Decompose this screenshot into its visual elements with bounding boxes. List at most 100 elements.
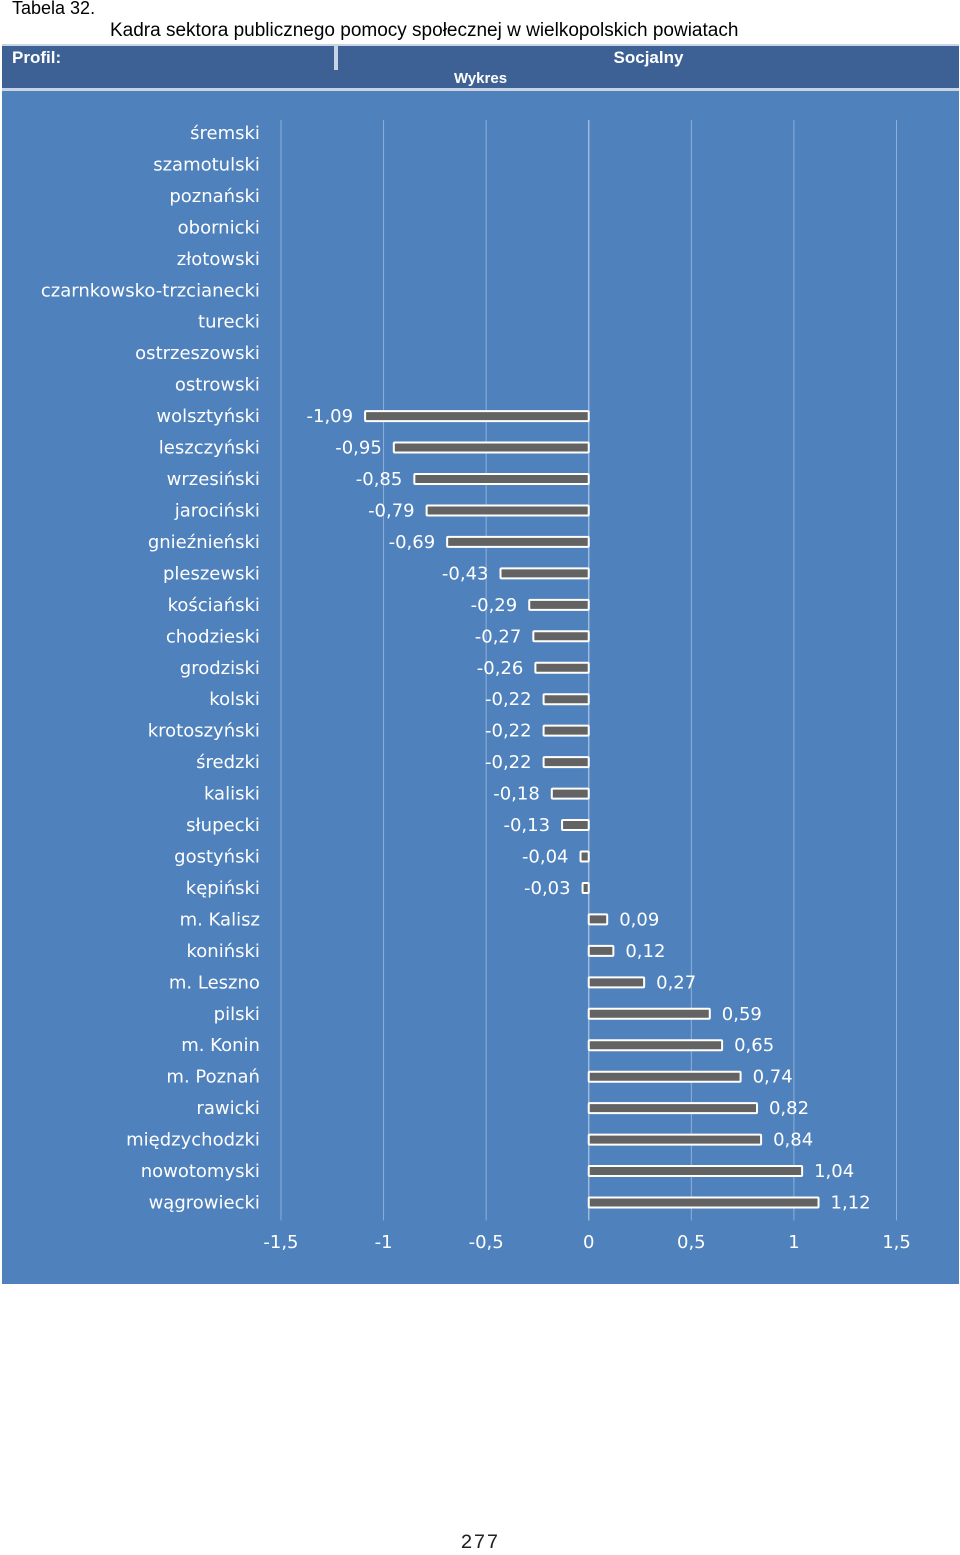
page-number: 277: [460, 1532, 500, 1555]
category-label: koniński: [186, 941, 259, 962]
x-tick-label: 0,5: [677, 1232, 706, 1253]
x-tick-label: -0,5: [469, 1232, 504, 1253]
category-label: m. Kalisz: [180, 909, 260, 930]
data-label: -0,69: [389, 532, 436, 553]
category-label: m. Leszno: [169, 972, 260, 993]
data-label: 0,59: [722, 1004, 762, 1025]
bar: [534, 661, 590, 674]
x-tick-label: 0: [583, 1232, 594, 1253]
data-label: -0,18: [493, 784, 540, 805]
category-label: ostrzeszowski: [135, 343, 260, 364]
bar: [364, 410, 590, 423]
data-label: -0,22: [485, 721, 532, 742]
data-label: 0,74: [753, 1067, 793, 1088]
category-label: nowotomyski: [141, 1161, 260, 1182]
chart-header: Wykres: [2, 70, 959, 91]
category-label: śremski: [190, 123, 260, 144]
bar: [499, 567, 590, 580]
category-label: wągrowiecki: [149, 1193, 260, 1214]
category-label: pleszewski: [163, 563, 260, 584]
category-label: turecki: [198, 312, 260, 333]
category-label: obornicki: [178, 217, 260, 238]
bar: [587, 1165, 804, 1178]
category-label: rawicki: [196, 1098, 259, 1119]
bar: [587, 1039, 724, 1052]
bar: [587, 1102, 758, 1115]
category-label: m. Poznań: [166, 1067, 260, 1088]
data-label: 0,27: [656, 972, 696, 993]
bar-chart: -1,5 -1 -0,5 0 0,5 1 1,5 śremski szamotulski pozn…: [41, 119, 911, 1253]
data-label: 0,82: [769, 1098, 809, 1119]
category-label: wolsztyński: [156, 406, 259, 427]
category-label: ostrowski: [175, 375, 260, 396]
category-label: gostyński: [174, 846, 260, 867]
x-tick-label: 1: [788, 1232, 799, 1253]
data-label: -0,85: [356, 469, 403, 490]
bar: [413, 473, 590, 486]
category-label: poznański: [169, 186, 260, 207]
bar: [528, 598, 590, 611]
data-label: -0,26: [477, 658, 524, 679]
profile-value: Socjalny: [613, 48, 684, 67]
category-label: chodzieski: [166, 626, 260, 647]
bar: [446, 535, 590, 548]
data-label: 0,65: [734, 1035, 774, 1056]
bar: [542, 693, 590, 706]
category-label: szamotulski: [153, 154, 260, 175]
category-label: międzychodzki: [126, 1130, 260, 1151]
data-label: -0,43: [442, 563, 489, 584]
bar: [587, 1070, 742, 1083]
bar: [581, 881, 590, 894]
bar: [587, 1133, 763, 1146]
data-label: -1,09: [307, 406, 354, 427]
category-label: kolski: [209, 689, 260, 710]
data-label: 0,12: [625, 941, 665, 962]
data-label: -0,13: [503, 815, 550, 836]
data-label: -0,22: [485, 752, 532, 773]
bar: [542, 724, 590, 737]
bar: [425, 504, 590, 517]
category-label: złotowski: [177, 249, 260, 270]
data-label: 0,09: [619, 909, 659, 930]
bar: [587, 976, 646, 989]
category-label: leszczyński: [159, 438, 260, 459]
category-label: m. Konin: [181, 1035, 260, 1056]
bar: [561, 819, 590, 832]
profile-label: Profil:: [12, 48, 62, 67]
category-label: kościański: [168, 595, 260, 616]
data-label: -0,03: [524, 878, 571, 899]
bar: [550, 787, 590, 800]
data-label: -0,22: [485, 689, 532, 710]
data-label: -0,95: [335, 438, 382, 459]
data-label: 0,84: [773, 1130, 813, 1151]
x-tick-label: -1: [375, 1232, 393, 1253]
x-tick-label: 1,5: [882, 1232, 911, 1253]
bar: [587, 1196, 820, 1209]
category-label: średzki: [196, 752, 260, 773]
category-label: słupecki: [186, 815, 260, 836]
data-label: -0,29: [471, 595, 518, 616]
data-label: 1,04: [814, 1161, 854, 1182]
x-tick-label: -1,5: [263, 1232, 298, 1253]
bar: [542, 756, 590, 769]
table-label: Tabela 32.: [12, 0, 96, 18]
data-label: -0,27: [475, 626, 522, 647]
bar: [579, 850, 590, 863]
category-label: kaliski: [204, 784, 260, 805]
category-label: gnieźnieński: [148, 532, 260, 553]
category-label: grodziski: [180, 658, 260, 679]
data-label: -0,04: [522, 846, 569, 867]
data-label: -0,79: [368, 500, 415, 521]
category-label: pilski: [214, 1004, 260, 1025]
chart-area: -1,5 -1 -0,5 0 0,5 1 1,5 śremski szamotulski pozn…: [2, 91, 959, 1284]
category-label: jarociński: [174, 500, 260, 521]
category-label: czarnkowsko-trzcianecki: [41, 280, 260, 301]
bar: [532, 630, 590, 643]
profile-bar: Profil: Socjalny: [2, 44, 959, 70]
bar: [392, 441, 590, 454]
category-label: wrzesiński: [167, 469, 260, 490]
chart-header-label: Wykres: [453, 70, 508, 87]
bar: [587, 913, 609, 926]
data-label: 1,12: [831, 1193, 871, 1214]
profile-divider: [334, 46, 338, 70]
